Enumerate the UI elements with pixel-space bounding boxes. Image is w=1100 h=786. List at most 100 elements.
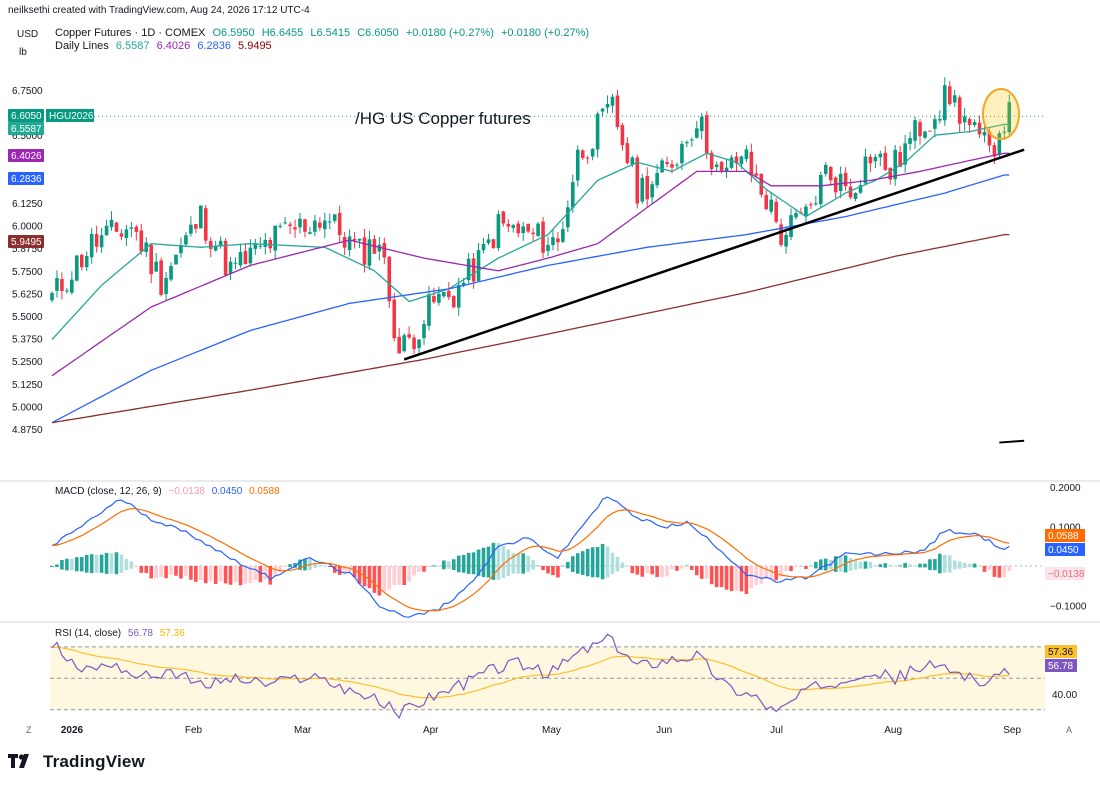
macd-histogram-bar (273, 566, 277, 577)
candle-body (298, 218, 302, 228)
macd-histogram-bar (223, 566, 228, 584)
rsi-ma-value: 57.36 (159, 628, 185, 639)
candle-body (521, 226, 525, 233)
macd-histogram-bar (139, 566, 144, 573)
macd-histogram-bar (169, 566, 173, 575)
candle-body (843, 172, 848, 187)
candle-body (114, 222, 119, 232)
rsi-line (51, 633, 1010, 719)
macd-histogram-bar (655, 566, 659, 578)
candle-body (149, 245, 153, 275)
macd-legend[interactable]: MACD (close, 12, 26, 9) −0.0138 0.0450 0… (55, 486, 284, 497)
candle-body (283, 222, 287, 224)
candle-body (784, 234, 788, 247)
candle-body (823, 164, 828, 174)
candle-body (377, 244, 382, 252)
candle-body (342, 237, 347, 248)
candle-body (992, 145, 997, 157)
candle-body (303, 219, 307, 232)
candle-body (556, 238, 560, 243)
macd-histogram-bar (575, 553, 580, 574)
candle-body (253, 243, 258, 249)
timezone-icon[interactable]: Z (26, 725, 32, 735)
macd-histogram-bar (660, 566, 664, 578)
candle-body (278, 225, 282, 227)
currency-label[interactable]: USD (17, 29, 39, 40)
macd-histogram-bar (605, 546, 610, 578)
macd-histogram-bar (258, 566, 263, 583)
time-axis-label: 2026 (61, 725, 84, 736)
macd-histogram-bar (913, 565, 917, 567)
macd-histogram-bar (675, 566, 679, 571)
macd-histogram-bar (70, 558, 74, 571)
macd-signal-line (51, 508, 1010, 612)
macd-histogram-bar (516, 553, 521, 574)
chart-annotation[interactable]: /HG US Copper futures (355, 109, 531, 128)
macd-histogram-bar (759, 566, 764, 584)
macd-histogram-bar (526, 556, 530, 572)
symbol-tag (46, 109, 94, 122)
candle-body (407, 334, 411, 338)
candle-body (908, 138, 912, 144)
macd-histogram-bar (199, 566, 203, 581)
macd-histogram-bar (278, 566, 282, 573)
time-axis-label: Sep (1003, 725, 1021, 736)
macd-histogram-bar (571, 556, 575, 572)
candle-body (828, 166, 833, 181)
candle-body (754, 173, 759, 176)
macd-histogram-bar (680, 566, 684, 569)
macd-value-tag-text: 0.0588 (1048, 531, 1079, 542)
macd-histogram-bar (427, 566, 431, 567)
candle-body (546, 244, 550, 251)
macd-histogram-bar (327, 566, 332, 568)
macd-histogram-bar (804, 566, 808, 569)
candle-body (466, 258, 471, 281)
candle-body (997, 133, 1002, 156)
candle-body (575, 149, 580, 181)
macd-histogram-bar (665, 566, 669, 577)
ma-legend[interactable]: Daily Lines 6.5587 6.4026 6.2836 5.9495 (55, 40, 276, 52)
ma20-value: 6.5587 (115, 40, 150, 52)
macd-histogram-bar (481, 547, 486, 577)
macd-histogram-bar (476, 549, 481, 576)
macd-histogram-bar (119, 554, 124, 573)
time-axis-label: Jul (770, 725, 783, 736)
unit-label[interactable]: lb (19, 47, 27, 58)
candle-body (213, 246, 218, 251)
rsi-tick-label: 40.00 (1052, 690, 1077, 701)
symbol-legend[interactable]: Copper Futures · 1D · COMEX O6.5950 H6.6… (55, 27, 593, 39)
price-tick-label: 5.6250 (12, 289, 43, 300)
ohlc-open: O6.5950 (212, 27, 255, 39)
candle-body (769, 199, 773, 212)
candle-body (764, 195, 769, 210)
candle-body (585, 157, 590, 159)
macd-histogram-bar (218, 566, 223, 582)
macd-histogram-bar (337, 566, 342, 575)
auto-scale-icon[interactable]: A (1066, 725, 1073, 735)
candle-body (412, 337, 416, 350)
rsi-legend[interactable]: RSI (14, close) 56.78 57.36 (55, 628, 189, 639)
macd-histogram-bar (819, 559, 823, 570)
candle-body (501, 211, 506, 224)
candle-body (814, 203, 818, 205)
macd-histogram-bar (466, 552, 471, 574)
macd-histogram-bar (154, 566, 158, 579)
macd-histogram-bar (546, 566, 550, 574)
candle-body (962, 116, 967, 123)
macd-histogram-bar (833, 556, 838, 572)
candle-body (159, 260, 163, 295)
macd-histogram-bar (263, 566, 268, 580)
candle-body (243, 251, 248, 265)
candle-body (913, 120, 917, 141)
macd-histogram-bar (794, 566, 798, 567)
candle-body (313, 220, 317, 232)
macd-histogram-bar (997, 566, 1002, 578)
candle-body (873, 156, 878, 162)
candle-body (774, 201, 778, 222)
macd-histogram-bar (194, 566, 198, 582)
macd-histogram-bar (228, 566, 233, 585)
candle-body (273, 225, 277, 251)
candle-body (179, 245, 183, 254)
